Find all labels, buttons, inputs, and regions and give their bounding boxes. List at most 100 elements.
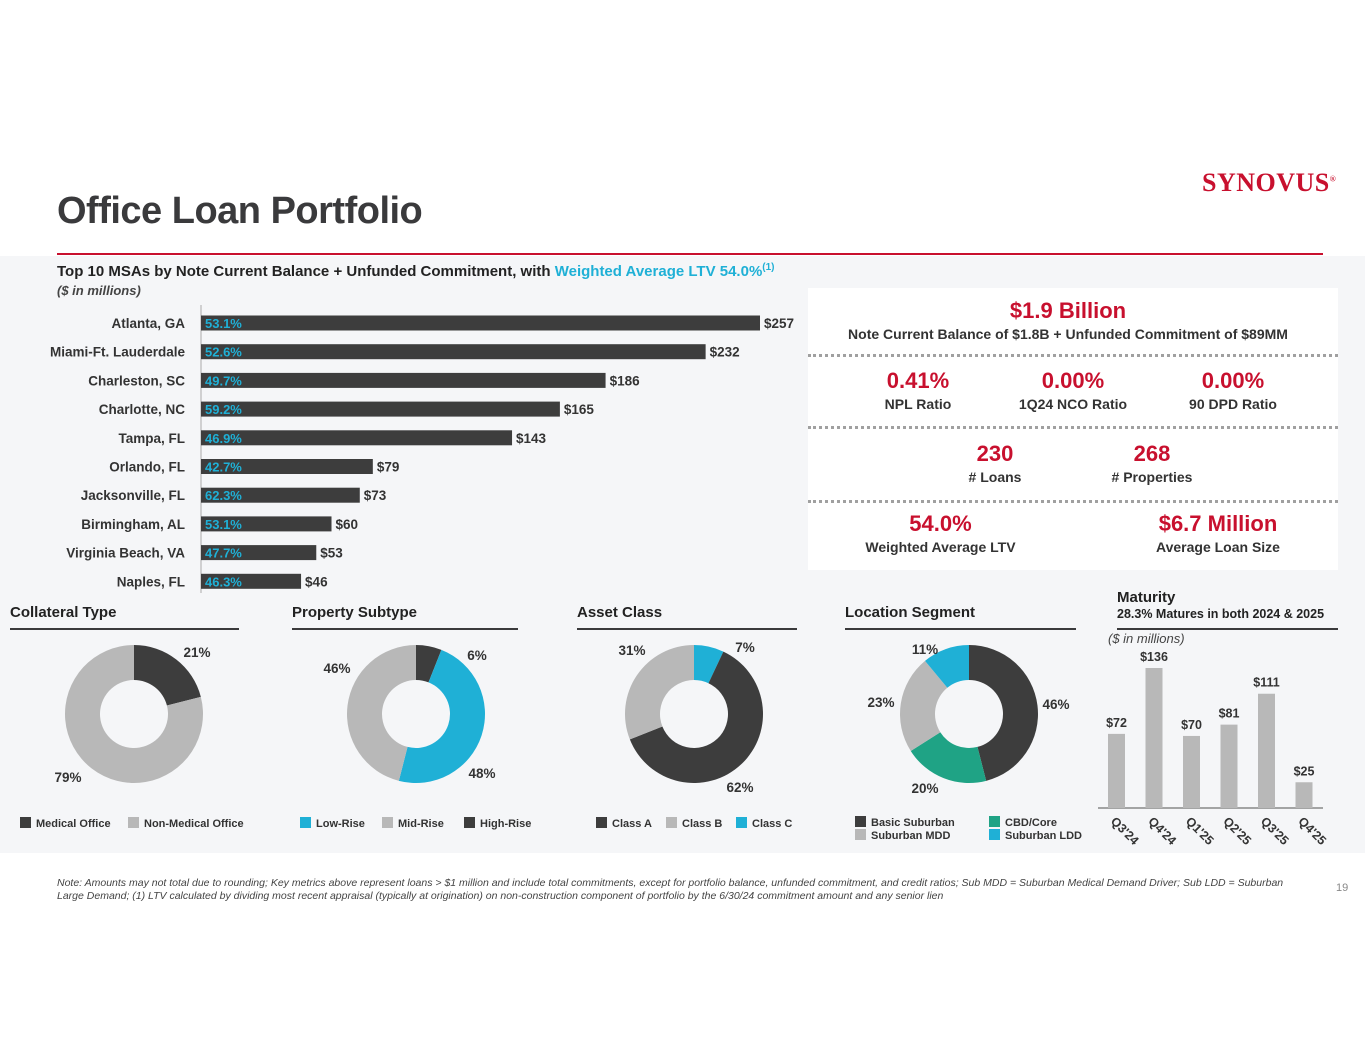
kpi-total-label: Note Current Balance of $1.8B + Unfunded… [848, 326, 1288, 342]
donut-slice [694, 645, 724, 684]
legend-high-rise: High-Rise [464, 817, 531, 830]
msa-value-label: $232 [710, 345, 740, 360]
page-title: Office Loan Portfolio [57, 190, 423, 232]
legend-swatch [666, 817, 677, 828]
kpi-nco-label: 1Q24 NCO Ratio [1018, 396, 1128, 412]
maturity-category-label: Q3'24 [1108, 814, 1142, 848]
donut-slice-label: 79% [54, 770, 81, 785]
msa-bar [201, 459, 373, 474]
maturity-title: Maturity [1117, 589, 1176, 606]
kpi-npl-value: 0.41% [886, 368, 950, 393]
donut-slice-label: 62% [726, 780, 753, 795]
msa-ltv-label: 53.1% [205, 316, 242, 331]
donut-slice-label: 46% [1042, 697, 1069, 712]
property-subtype-donut: 6% 48% 46% [323, 645, 496, 783]
donut-slice-label: 31% [618, 643, 645, 658]
legend-basic-suburban: Basic Suburban [855, 816, 955, 829]
legend-swatch [382, 817, 393, 828]
msa-value-label: $60 [336, 517, 359, 532]
maturity-bar [1220, 724, 1238, 808]
maturity-category-label: Q4'25 [1295, 814, 1329, 848]
msa-bar [201, 545, 317, 561]
legend-swatch [20, 817, 31, 828]
msa-category-label: Naples, FL [117, 574, 185, 589]
donut-slice-label: 46% [323, 661, 350, 676]
donut-slice-label: 20% [911, 781, 938, 796]
msa-category-label: Virginia Beach, VA [66, 546, 185, 561]
legend-swatch [989, 829, 1000, 840]
synovus-logo: SYNOVUS® [1202, 168, 1337, 197]
legend-cbd-core: CBD/Core [989, 816, 1057, 829]
msa-bar [201, 401, 560, 417]
msa-category-label: Tampa, FL [118, 431, 185, 446]
kpi-divider [808, 426, 1338, 429]
msa-category-label: Orlando, FL [109, 460, 185, 475]
msa-ltv-label: 46.3% [205, 574, 242, 589]
msa-bar [201, 344, 706, 360]
msa-value-label: $143 [516, 431, 547, 446]
legend-swatch [855, 829, 866, 840]
legend-mid-rise: Mid-Rise [382, 817, 444, 830]
footnote: Note: Amounts may not total due to round… [57, 877, 1284, 902]
legend-swatch [736, 817, 747, 828]
msa-heading-with: with [520, 263, 551, 280]
donut-slice-label: 48% [468, 766, 495, 781]
msa-ltv-label: 49.7% [205, 373, 242, 388]
kpi-npl-label: NPL Ratio [884, 396, 952, 412]
maturity-value-label: $72 [1106, 716, 1127, 730]
msa-category-label: Atlanta, GA [111, 316, 185, 331]
maturity-value-label: $136 [1140, 650, 1168, 664]
section-rule [10, 628, 239, 630]
section-rule [292, 628, 518, 630]
maturity-value-label: $111 [1253, 676, 1279, 690]
maturity-bar [1258, 693, 1275, 808]
legend-swatch [855, 816, 866, 827]
kpi-panel: $1.9 Billion Note Current Balance of $1.… [808, 288, 1338, 570]
msa-bar [201, 430, 513, 446]
maturity-category-label: Q2'25 [1220, 814, 1254, 848]
legend-swatch [128, 817, 139, 828]
title-divider [57, 253, 1323, 255]
donut-slice-label: 23% [867, 695, 894, 710]
collateral-type-title: Collateral Type [10, 604, 117, 621]
donut-slice [910, 732, 987, 783]
donut-slice-label: 6% [467, 648, 487, 663]
maturity-value-label: $70 [1181, 718, 1202, 732]
donut-slice [134, 645, 201, 706]
location-segment-title: Location Segment [845, 604, 976, 621]
msa-ltv-label: 53.1% [205, 517, 242, 532]
msa-value-label: $73 [364, 488, 387, 503]
msa-heading-footnote: (1) [762, 262, 775, 273]
donut-slice [416, 645, 442, 683]
location-segment-donut: 46% 20% 23% 11% [867, 642, 1069, 796]
maturity-bar [1108, 733, 1125, 808]
donut-slice [925, 645, 969, 688]
msa-ltv-label: 47.7% [205, 546, 242, 561]
kpi-dpd-value: 0.00% [1201, 368, 1265, 393]
msa-ltv-label: 42.7% [205, 460, 242, 475]
maturity-unit: ($ in millions) [1108, 631, 1185, 646]
msa-value-label: $186 [610, 373, 641, 388]
donut-slice [625, 645, 694, 740]
maturity-bar [1145, 668, 1163, 808]
kpi-avg-loan-value: $6.7 Million [1158, 511, 1278, 536]
msa-ltv-label: 46.9% [205, 431, 242, 446]
section-rule [577, 628, 797, 630]
msa-bar [201, 487, 360, 503]
msa-ltv-label: 62.3% [205, 488, 242, 503]
msa-value-label: $79 [377, 460, 400, 475]
kpi-loans-label: # Loans [968, 469, 1022, 485]
donut-slice [65, 645, 203, 783]
msa-value-label: $46 [305, 574, 328, 589]
kpi-ltv-value: 54.0% [909, 511, 972, 536]
donut-slice [346, 645, 416, 781]
legend-suburban-ldd: Suburban LDD [989, 829, 1082, 842]
msa-category-label: Birmingham, AL [81, 517, 185, 532]
legend-class-c: Class C [736, 817, 792, 830]
maturity-category-label: Q1'25 [1183, 814, 1217, 848]
msa-category-label: Charlotte, NC [99, 402, 186, 417]
legend-low-rise: Low-Rise [300, 817, 365, 830]
donut-slice [629, 651, 763, 783]
msa-value-label: $257 [764, 316, 794, 331]
msa-bar [201, 372, 606, 388]
